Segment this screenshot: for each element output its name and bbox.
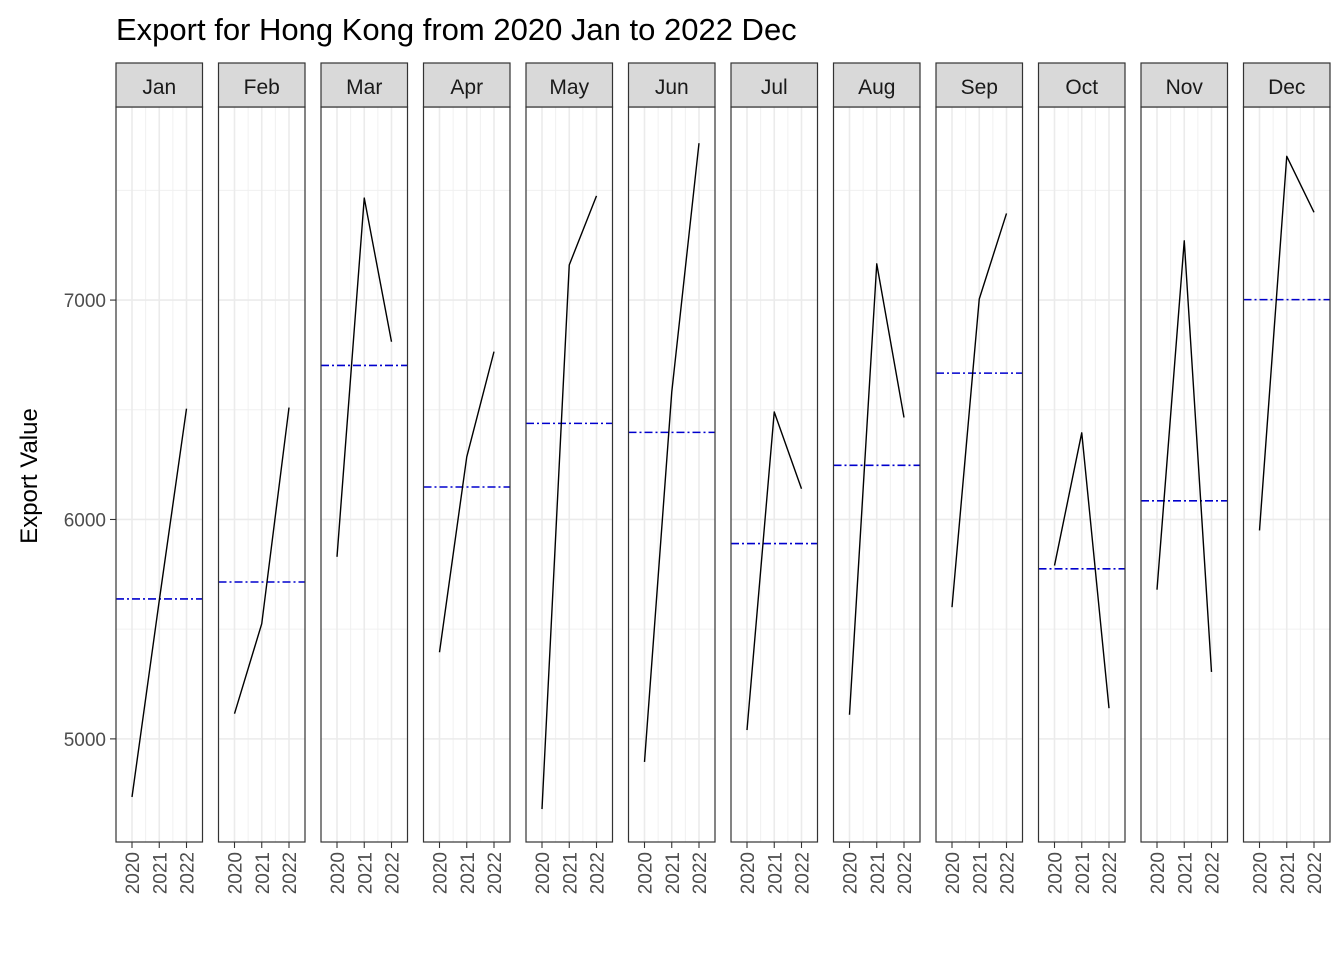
- facet-panel-mar: Mar 2020 2021 2022: [320, 62, 409, 894]
- x-tick-label: 2022: [178, 852, 199, 894]
- x-tick-label: 2022: [895, 852, 916, 894]
- facet-strip-label: Aug: [858, 76, 895, 99]
- facet-panel-aug: Aug 2020 2021 2022: [832, 62, 921, 894]
- y-tick-label: 6000: [64, 510, 106, 531]
- x-tick-label: 2021: [1278, 852, 1299, 894]
- series-line-jan: [131, 408, 188, 798]
- facet-strip-label: Nov: [1166, 76, 1204, 99]
- facet-strip: [730, 62, 819, 108]
- series-line-apr: [438, 351, 495, 653]
- x-tick-label: 2020: [328, 852, 349, 894]
- facet-strip-label: Jan: [142, 76, 176, 99]
- x-tick-label: 2021: [1175, 852, 1196, 894]
- series-line-aug: [848, 263, 905, 715]
- facet-strip: [525, 62, 614, 108]
- facet-panel-feb: Feb 2020 2021 2022: [217, 62, 306, 894]
- facet-panel-nov: Nov 2020 2021 2022: [1140, 62, 1229, 894]
- facet-strip: [217, 62, 306, 108]
- facet-strip-label: Dec: [1268, 76, 1305, 99]
- facet-strip: [832, 62, 921, 108]
- x-tick-label: 2021: [663, 852, 684, 894]
- facets-layer: 5000 6000 7000 Jan 2020 2021 2022 Feb 2020 2021 20…: [64, 62, 1331, 894]
- x-tick-label: 2022: [588, 852, 609, 894]
- x-tick-label: 2022: [998, 852, 1019, 894]
- x-tick-label: 2020: [841, 852, 862, 894]
- facet-strip: [1037, 62, 1126, 108]
- x-tick-label: 2020: [123, 852, 144, 894]
- x-tick-label: 2021: [868, 852, 889, 894]
- x-tick-label: 2022: [383, 852, 404, 894]
- facet-strip: [422, 62, 511, 108]
- x-tick-label: 2020: [533, 852, 554, 894]
- x-tick-label: 2020: [636, 852, 657, 894]
- x-tick-label: 2020: [431, 852, 452, 894]
- series-line-nov: [1156, 240, 1213, 673]
- x-tick-label: 2022: [793, 852, 814, 894]
- facet-strip-label: Oct: [1065, 76, 1098, 99]
- x-tick-label: 2021: [765, 852, 786, 894]
- x-tick-label: 2020: [738, 852, 759, 894]
- series-line-jun: [643, 143, 700, 762]
- series-line-dec: [1258, 155, 1315, 531]
- facet-strip-label: Sep: [961, 76, 998, 99]
- facet-strip: [115, 62, 204, 108]
- facet-panel-oct: Oct 2020 2021 2022: [1037, 62, 1126, 894]
- facet-strip: [1242, 62, 1331, 108]
- facet-strip-label: Mar: [346, 76, 382, 99]
- x-tick-label: 2021: [355, 852, 376, 894]
- chart-title: Export for Hong Kong from 2020 Jan to 20…: [116, 12, 797, 47]
- series-line-may: [541, 195, 598, 810]
- facet-strip-label: Jul: [761, 76, 788, 99]
- facet-panel-may: May 2020 2021 2022: [525, 62, 614, 894]
- series-line-sep: [951, 213, 1008, 608]
- facet-strip: [627, 62, 716, 108]
- facet-panel-sep: Sep 2020 2021 2022: [935, 62, 1024, 894]
- facet-panel-jan: Jan 2020 2021 2022: [115, 62, 204, 894]
- facet-panel-dec: Dec 2020 2021 2022: [1242, 62, 1331, 894]
- facet-panel-jul: Jul 2020 2021 2022: [730, 62, 819, 894]
- facet-strip: [935, 62, 1024, 108]
- series-line-feb: [233, 407, 290, 714]
- x-tick-label: 2022: [280, 852, 301, 894]
- facet-panel-jun: Jun 2020 2021 2022: [627, 62, 716, 894]
- facet-strip: [320, 62, 409, 108]
- x-tick-label: 2020: [1046, 852, 1067, 894]
- x-tick-label: 2020: [943, 852, 964, 894]
- facet-strip-label: Apr: [450, 76, 483, 99]
- x-tick-label: 2022: [690, 852, 711, 894]
- x-tick-label: 2022: [1100, 852, 1121, 894]
- facet-strip-label: Feb: [244, 76, 280, 99]
- series-line-mar: [336, 197, 393, 557]
- y-axis-title: Export Value: [16, 408, 43, 544]
- x-tick-label: 2022: [485, 852, 506, 894]
- series-line-oct: [1053, 432, 1110, 709]
- series-line-jul: [746, 411, 803, 731]
- x-tick-label: 2021: [970, 852, 991, 894]
- y-axis: 5000 6000 7000: [64, 291, 116, 751]
- facet-strip-label: May: [549, 76, 589, 99]
- x-tick-label: 2021: [1073, 852, 1094, 894]
- facet-strip: [1140, 62, 1229, 108]
- facet-strip-label: Jun: [655, 76, 689, 99]
- x-tick-label: 2020: [1251, 852, 1272, 894]
- facet-panel-apr: Apr 2020 2021 2022: [422, 62, 511, 894]
- y-tick-label: 7000: [64, 291, 106, 312]
- x-tick-label: 2021: [560, 852, 581, 894]
- x-tick-label: 2022: [1203, 852, 1224, 894]
- x-tick-label: 2021: [458, 852, 479, 894]
- y-tick-label: 5000: [64, 730, 106, 751]
- x-tick-label: 2021: [150, 852, 171, 894]
- x-tick-label: 2021: [253, 852, 274, 894]
- x-tick-label: 2020: [226, 852, 247, 894]
- x-tick-label: 2022: [1305, 852, 1326, 894]
- x-tick-label: 2020: [1148, 852, 1169, 894]
